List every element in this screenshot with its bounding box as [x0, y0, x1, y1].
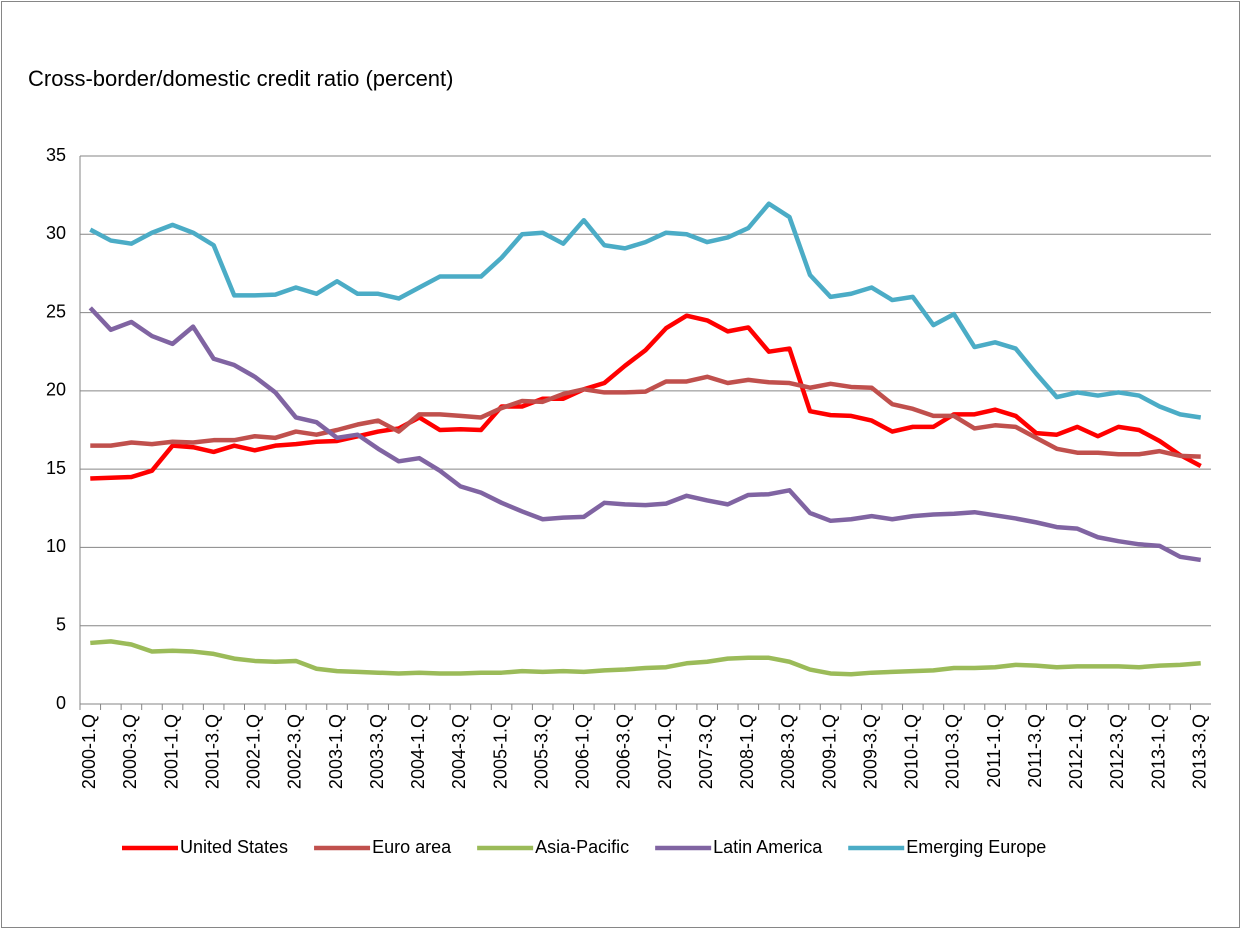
- x-tick-label: 2010-3.Q: [943, 714, 963, 789]
- x-tick-label: 2002-1.Q: [244, 714, 264, 789]
- series-line: [90, 639, 1201, 677]
- x-tick-label: 2011-3.Q: [1025, 714, 1045, 788]
- x-tick-label: 2006-3.Q: [614, 714, 634, 789]
- x-tick-label: 2004-3.Q: [449, 714, 469, 789]
- x-tick-label: 2001-1.Q: [161, 714, 181, 789]
- x-tick-label: 2005-1.Q: [490, 714, 510, 789]
- x-tick-label: 2007-1.Q: [655, 714, 675, 789]
- y-tick-label: 5: [56, 614, 66, 634]
- x-tick-label: 2011-1.Q: [984, 714, 1004, 788]
- y-tick-label: 10: [46, 536, 66, 556]
- x-tick-label: 2008-3.Q: [778, 714, 798, 789]
- y-tick-label: 20: [46, 380, 66, 400]
- y-tick-label: 0: [56, 693, 66, 713]
- x-tick-label: 2003-1.Q: [326, 714, 346, 789]
- x-tick-label: 2000-3.Q: [120, 714, 140, 789]
- series-line: [90, 313, 1202, 481]
- y-tick-label: 35: [46, 145, 66, 165]
- y-tick-label: 15: [46, 458, 66, 478]
- x-tick-label: 2004-1.Q: [408, 714, 428, 789]
- x-tick-label: 2005-3.Q: [531, 714, 551, 789]
- x-tick-label: 2007-3.Q: [696, 714, 716, 789]
- x-tick-label: 2009-1.Q: [819, 714, 839, 789]
- x-tick-label: 2009-3.Q: [860, 714, 880, 789]
- chart-title: Cross-border/domestic credit ratio (perc…: [28, 66, 453, 91]
- x-tick-label: 2010-1.Q: [902, 714, 922, 789]
- x-tick-label: 2002-3.Q: [285, 714, 305, 789]
- series-line: [89, 201, 1202, 420]
- x-tick-label: 2006-1.Q: [573, 714, 593, 789]
- legend-label: Asia-Pacific: [535, 837, 629, 857]
- y-tick-label: 30: [46, 223, 66, 243]
- series-line: [88, 306, 1202, 563]
- x-tick-label: 2012-3.Q: [1107, 714, 1127, 789]
- legend-label: Emerging Europe: [906, 837, 1046, 857]
- y-tick-label: 25: [46, 301, 66, 321]
- series-line: [90, 374, 1201, 459]
- legend-label: Euro area: [372, 837, 452, 857]
- x-tick-label: 2008-1.Q: [737, 714, 757, 789]
- legend-label: Latin America: [713, 837, 823, 857]
- x-tick-label: 2013-3.Q: [1189, 714, 1209, 789]
- x-tick-label: 2013-1.Q: [1148, 714, 1168, 789]
- x-tick-label: 2012-1.Q: [1066, 714, 1086, 789]
- legend-label: United States: [180, 837, 288, 857]
- x-tick-label: 2001-3.Q: [202, 714, 222, 789]
- x-tick-label: 2000-1.Q: [79, 714, 99, 789]
- x-tick-label: 2003-3.Q: [367, 714, 387, 789]
